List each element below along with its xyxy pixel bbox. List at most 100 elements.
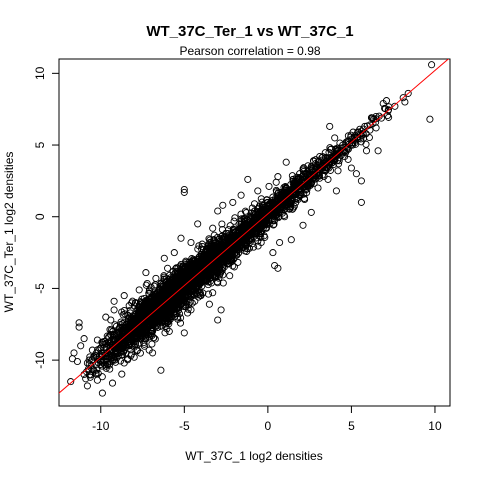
data-point bbox=[158, 296, 166, 304]
data-point bbox=[143, 279, 151, 288]
data-point bbox=[165, 313, 173, 321]
data-point bbox=[260, 201, 268, 210]
data-point bbox=[120, 292, 128, 300]
data-point bbox=[404, 89, 412, 97]
data-point bbox=[274, 203, 282, 211]
data-point bbox=[118, 351, 127, 359]
data-point bbox=[159, 299, 167, 307]
data-point bbox=[401, 98, 409, 106]
data-point bbox=[190, 278, 198, 286]
data-point bbox=[194, 291, 202, 299]
data-point bbox=[316, 152, 324, 161]
data-point bbox=[200, 256, 208, 264]
data-point bbox=[98, 362, 106, 370]
data-point bbox=[219, 201, 227, 209]
data-point bbox=[122, 333, 130, 341]
data-point bbox=[259, 206, 267, 214]
data-point bbox=[214, 207, 222, 215]
data-point bbox=[150, 282, 158, 290]
data-point bbox=[173, 313, 182, 321]
x-axis-label: WT_37C_1 log2 densities bbox=[185, 449, 322, 463]
data-point bbox=[229, 198, 237, 206]
data-point bbox=[301, 195, 309, 204]
data-point bbox=[357, 177, 365, 185]
data-point bbox=[179, 271, 187, 280]
data-point bbox=[145, 333, 153, 341]
data-point bbox=[224, 257, 232, 265]
data-point bbox=[285, 199, 293, 207]
data-point bbox=[242, 209, 250, 217]
data-point bbox=[288, 172, 296, 180]
data-point bbox=[296, 170, 304, 178]
data-point bbox=[240, 214, 248, 223]
data-point bbox=[70, 349, 78, 357]
data-point bbox=[384, 107, 392, 115]
data-point bbox=[152, 274, 160, 282]
data-point bbox=[73, 357, 81, 366]
data-point bbox=[332, 151, 340, 159]
data-point bbox=[125, 342, 133, 350]
data-point bbox=[165, 278, 173, 287]
data-point bbox=[399, 94, 407, 102]
data-point bbox=[250, 243, 258, 251]
y-tick-label: 10 bbox=[33, 66, 47, 80]
data-point bbox=[160, 314, 168, 323]
y-tick-label: -10 bbox=[33, 351, 47, 369]
data-point bbox=[231, 214, 239, 222]
data-point bbox=[299, 221, 307, 229]
data-point bbox=[234, 241, 242, 249]
data-point bbox=[177, 314, 185, 322]
data-point bbox=[294, 195, 302, 204]
data-point bbox=[67, 378, 75, 386]
data-point bbox=[262, 224, 270, 232]
data-point bbox=[125, 302, 133, 310]
data-point bbox=[170, 249, 178, 257]
data-point bbox=[307, 208, 315, 216]
data-point bbox=[287, 236, 295, 244]
data-point bbox=[98, 389, 106, 397]
data-point bbox=[187, 238, 195, 247]
data-point bbox=[172, 296, 180, 304]
data-point bbox=[181, 279, 189, 287]
data-point bbox=[127, 352, 135, 360]
data-point bbox=[119, 326, 127, 334]
data-point bbox=[295, 185, 303, 193]
chart-subtitle: Pearson correlation = 0.98 bbox=[179, 44, 320, 58]
y-tick-label: 5 bbox=[33, 141, 47, 148]
data-point bbox=[367, 114, 376, 122]
data-point bbox=[110, 332, 118, 340]
data-point bbox=[257, 238, 265, 247]
data-point bbox=[250, 200, 259, 208]
data-point bbox=[372, 124, 380, 132]
data-point bbox=[254, 187, 262, 195]
data-point bbox=[130, 353, 138, 361]
data-point bbox=[218, 220, 226, 228]
data-point bbox=[205, 275, 213, 283]
data-point bbox=[245, 244, 254, 252]
fit-line bbox=[59, 59, 450, 394]
data-point bbox=[160, 254, 168, 262]
data-point bbox=[75, 323, 83, 331]
data-point bbox=[178, 292, 186, 300]
data-point bbox=[362, 147, 371, 155]
data-points bbox=[67, 61, 436, 397]
data-point bbox=[276, 238, 284, 247]
data-point bbox=[188, 299, 196, 307]
data-point bbox=[180, 329, 188, 337]
data-point bbox=[180, 188, 188, 196]
data-point bbox=[106, 365, 114, 373]
data-point bbox=[110, 297, 118, 305]
data-point bbox=[165, 320, 173, 328]
data-point bbox=[93, 336, 101, 344]
data-point bbox=[149, 349, 157, 357]
data-point bbox=[297, 176, 305, 184]
data-point bbox=[384, 111, 392, 120]
data-point bbox=[150, 312, 158, 320]
data-point bbox=[301, 182, 309, 190]
data-point bbox=[426, 115, 434, 123]
data-point bbox=[237, 223, 245, 232]
data-point bbox=[118, 334, 127, 342]
data-point bbox=[269, 221, 277, 229]
data-point bbox=[237, 221, 245, 229]
